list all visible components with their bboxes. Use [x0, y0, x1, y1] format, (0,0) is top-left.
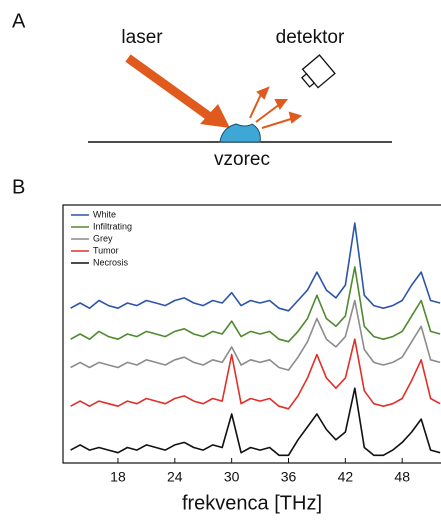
laser-beam	[125, 54, 213, 121]
plot-frame	[62, 204, 441, 464]
legend-label: White	[93, 209, 116, 219]
x-axis-label: frekvenca [THz]	[182, 492, 322, 514]
sample	[219, 123, 261, 143]
legend-label: Grey	[93, 233, 113, 243]
spectrum-line	[70, 387, 441, 457]
scatter-arrows	[249, 86, 303, 129]
sample-label: vzorec	[214, 149, 270, 170]
x-tick-label: 24	[167, 469, 183, 485]
detector	[300, 54, 336, 89]
x-tick-label: 36	[281, 469, 297, 485]
x-tick-label: 18	[110, 469, 126, 485]
x-tick-label: 30	[224, 469, 240, 485]
panel-label: B	[12, 176, 25, 198]
x-tick-label: 42	[338, 469, 354, 485]
legend-label: Infiltrating	[93, 221, 132, 231]
detector-label: detektor	[276, 27, 345, 48]
spectrum-line	[70, 266, 441, 343]
x-tick-label: 48	[394, 469, 410, 485]
laser-label: laser	[121, 27, 163, 48]
spectrum-line	[70, 338, 441, 410]
panel-label: A	[12, 10, 26, 32]
spectrum-line	[70, 222, 441, 312]
legend-label: Necrosis	[93, 257, 129, 267]
legend-label: Tumor	[93, 245, 119, 255]
spectrum-line	[70, 299, 441, 371]
laser-arrowhead	[200, 104, 230, 128]
